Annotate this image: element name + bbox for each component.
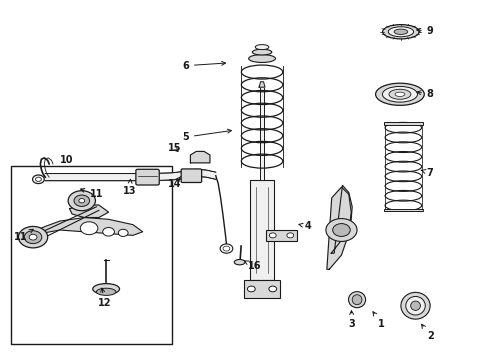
Ellipse shape (234, 260, 245, 265)
Polygon shape (70, 205, 109, 217)
Bar (384, 122, 423, 125)
Ellipse shape (395, 92, 405, 96)
Ellipse shape (406, 296, 425, 315)
Circle shape (220, 244, 233, 253)
Circle shape (74, 195, 90, 206)
FancyBboxPatch shape (181, 169, 202, 183)
Text: 11: 11 (14, 229, 33, 242)
Text: 8: 8 (417, 89, 434, 99)
Ellipse shape (375, 83, 424, 105)
Text: 3: 3 (349, 311, 356, 329)
Ellipse shape (255, 45, 269, 50)
Polygon shape (331, 185, 352, 253)
Circle shape (287, 233, 294, 238)
Bar (250, 180, 274, 280)
Text: 2: 2 (421, 324, 434, 342)
Ellipse shape (348, 292, 366, 308)
Circle shape (32, 175, 44, 184)
Ellipse shape (97, 288, 116, 296)
Circle shape (24, 231, 42, 244)
Ellipse shape (411, 301, 420, 310)
Ellipse shape (352, 295, 362, 305)
Ellipse shape (388, 27, 414, 37)
Text: 6: 6 (182, 61, 225, 71)
Ellipse shape (401, 292, 430, 319)
Polygon shape (191, 152, 210, 163)
Bar (11, 166, 172, 344)
Circle shape (118, 229, 128, 237)
Polygon shape (327, 187, 351, 269)
Bar (384, 208, 423, 211)
Text: 9: 9 (417, 26, 434, 36)
Ellipse shape (382, 86, 417, 102)
Text: 4: 4 (299, 221, 312, 231)
Text: 7: 7 (421, 168, 434, 178)
Ellipse shape (248, 55, 275, 63)
Text: 12: 12 (98, 288, 111, 308)
Circle shape (326, 219, 357, 242)
Bar (266, 230, 297, 241)
Ellipse shape (394, 29, 408, 35)
Ellipse shape (93, 284, 120, 294)
Text: 14: 14 (168, 176, 181, 189)
Circle shape (247, 286, 255, 292)
Circle shape (29, 234, 37, 240)
Circle shape (333, 224, 350, 237)
Text: 5: 5 (182, 129, 231, 142)
Text: 11: 11 (80, 188, 103, 199)
Ellipse shape (389, 89, 411, 99)
Bar (244, 280, 280, 298)
Bar (260, 87, 265, 180)
Circle shape (80, 222, 98, 235)
Circle shape (68, 191, 96, 211)
Circle shape (269, 286, 277, 292)
Circle shape (270, 233, 276, 238)
Circle shape (103, 228, 115, 236)
Text: 16: 16 (245, 261, 262, 271)
Ellipse shape (383, 24, 419, 39)
Text: 1: 1 (373, 312, 385, 329)
Circle shape (79, 199, 85, 203)
FancyBboxPatch shape (136, 169, 159, 185)
Ellipse shape (252, 49, 272, 55)
Text: 15: 15 (168, 143, 181, 153)
Polygon shape (28, 217, 143, 239)
Circle shape (19, 226, 48, 248)
Text: 13: 13 (123, 179, 136, 197)
Text: 10: 10 (60, 156, 74, 165)
Polygon shape (259, 82, 265, 87)
